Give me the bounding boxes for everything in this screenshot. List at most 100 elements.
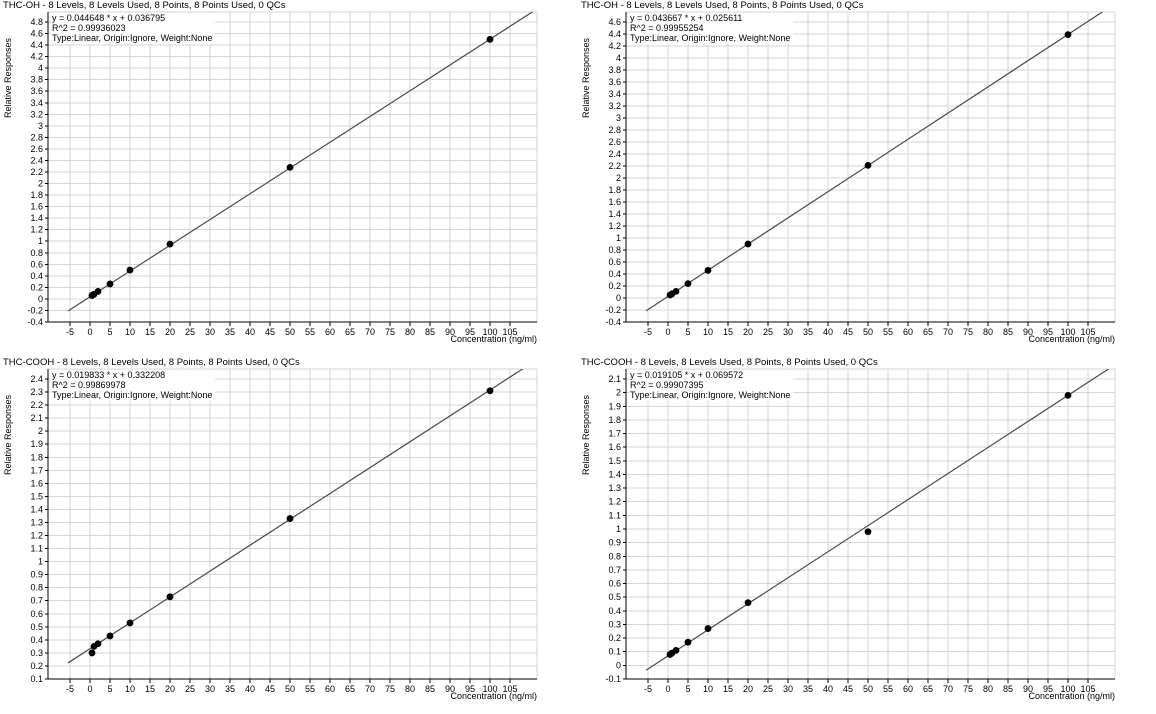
chart-title: THC-COOH - 8 Levels, 8 Levels Used, 8 Po… [3, 357, 302, 368]
fit-summary: y = 0.019105 * x + 0.069572 R^2 = 0.9990… [629, 370, 794, 401]
y-tick-label: 1 [38, 557, 43, 567]
fit-line [645, 12, 1104, 312]
y-tick-label: 0.6 [608, 257, 621, 267]
y-tick-label: 0.1 [30, 674, 43, 684]
y-tick-label: 2.8 [30, 132, 43, 142]
y-tick-label: 0.8 [30, 583, 43, 593]
y-tick-label: 0 [616, 293, 621, 303]
x-tick-label: 35 [803, 684, 813, 694]
x-axis-label: Concentration (ng/ml) [1028, 691, 1115, 701]
y-axis-label: Relative Responses [3, 37, 13, 118]
axes [623, 369, 1115, 683]
y-tick-label: 0.2 [30, 661, 43, 671]
y-tick-label: 1.9 [608, 401, 621, 411]
y-tick-label: 0.9 [30, 570, 43, 580]
data-point [864, 162, 872, 169]
data-point [684, 280, 692, 287]
x-tick-label: 10 [125, 684, 135, 694]
x-tick-label: 55 [883, 684, 893, 694]
fit-line [67, 12, 534, 312]
y-tick-label: 1 [616, 524, 621, 534]
y-tick-label: 0.8 [608, 551, 621, 561]
y-tick-label: 3 [616, 113, 621, 123]
x-tick-label: 90 [1023, 327, 1033, 337]
y-tick-label: 3.8 [608, 65, 621, 75]
data-points [88, 35, 494, 299]
y-tick-label: 1.1 [608, 510, 621, 520]
x-tick-label: 65 [923, 684, 933, 694]
x-tick-label: 55 [305, 327, 315, 337]
x-tick-label: 40 [823, 684, 833, 694]
x-tick-label: 15 [145, 327, 155, 337]
x-tick-label: 25 [763, 327, 773, 337]
calibration-chart-panel-thc-cooh-1: 0.1 0.2 0.3 0.4 0.5 0.6 0.7 0.8 0.9 1 1.1 1.2 1.3 1.4… [0, 357, 578, 714]
data-point [744, 599, 752, 607]
fit-line-group [67, 12, 534, 312]
fit-r-squared: R^2 = 0.99955254 [630, 23, 704, 33]
x-tick-label: 30 [783, 684, 793, 694]
x-tick-label: 10 [703, 684, 713, 694]
x-tick-label: 60 [903, 327, 913, 337]
y-tick-label: 1.2 [30, 531, 43, 541]
y-tick-label: 4.4 [608, 29, 621, 39]
grid-lines [626, 368, 1116, 680]
y-tick-label: 1.2 [608, 497, 621, 507]
x-tick-label: 90 [445, 684, 455, 694]
chart-title: THC-OH - 8 Levels, 8 Levels Used, 8 Poin… [581, 0, 866, 11]
x-tick-label: 20 [165, 684, 175, 694]
x-tick-label: 0 [87, 684, 92, 694]
y-tick-label: 2.6 [608, 137, 621, 147]
axes [45, 369, 537, 683]
data-point [1064, 391, 1072, 399]
data-point [88, 649, 96, 657]
data-point [1064, 31, 1072, 38]
x-tick-label: 100 [1060, 684, 1075, 694]
data-points [666, 31, 1072, 299]
y-tick-label: 0.6 [30, 609, 43, 619]
y-tick-label: 1.3 [608, 483, 621, 493]
y-tick-label: 1.4 [30, 504, 43, 514]
fit-summary: y = 0.043667 * x + 0.025611 R^2 = 0.9995… [629, 13, 794, 44]
data-point [286, 163, 294, 171]
data-point [106, 280, 114, 288]
x-tick-label: 40 [823, 327, 833, 337]
axes [45, 12, 537, 326]
y-tick-label: 2.6 [30, 144, 43, 154]
x-tick-label: 20 [743, 327, 753, 337]
y-tick-label: 1.8 [30, 190, 43, 200]
y-tick-label: 3.4 [608, 89, 621, 99]
data-points [666, 391, 1072, 658]
y-tick-label: 1.7 [608, 429, 621, 439]
x-tick-label: 25 [185, 327, 195, 337]
x-tick-label: 70 [365, 684, 375, 694]
x-tick-label: 70 [943, 684, 953, 694]
y-tick-label: 0.4 [30, 271, 43, 281]
x-tick-label: 20 [165, 327, 175, 337]
x-tick-label: 40 [245, 684, 255, 694]
y-tick-label: 0.1 [608, 647, 621, 657]
y-tick-label: 1.9 [30, 439, 43, 449]
x-tick-label: 80 [983, 684, 993, 694]
fit-type: Type:Linear, Origin:Ignore, Weight:None [52, 33, 213, 43]
x-tick-label: 100 [482, 327, 497, 337]
x-tick-label: 100 [482, 684, 497, 694]
x-tick-label: 15 [145, 684, 155, 694]
y-tick-label: 2.2 [30, 400, 43, 410]
y-tick-label: 0.2 [30, 282, 43, 292]
y-tick-label: -0.1 [605, 674, 621, 684]
x-tick-label: 105 [1080, 327, 1095, 337]
x-tick-label: 0 [665, 327, 670, 337]
x-tick-label: 40 [245, 327, 255, 337]
calibration-chart-panel-thc-oh-1: -0.4 -0.2 0 0.2 0.4 0.6 0.8 1 1.2 1.4 1.6 1.8 2 2.2 2.… [0, 0, 578, 357]
x-tick-label: 105 [502, 327, 517, 337]
y-tick-label: 4.6 [608, 17, 621, 27]
y-axis-label: Relative Responses [581, 37, 591, 118]
x-tick-label: 95 [1043, 327, 1053, 337]
y-tick-label: 3.2 [608, 101, 621, 111]
x-tick-label: 70 [365, 327, 375, 337]
x-tick-label: 80 [405, 327, 415, 337]
data-point [126, 266, 134, 274]
fit-type: Type:Linear, Origin:Ignore, Weight:None [630, 390, 791, 400]
y-tick-label: 4 [616, 53, 621, 63]
fit-summary: y = 0.044648 * x + 0.036795 R^2 = 0.9993… [51, 13, 216, 44]
